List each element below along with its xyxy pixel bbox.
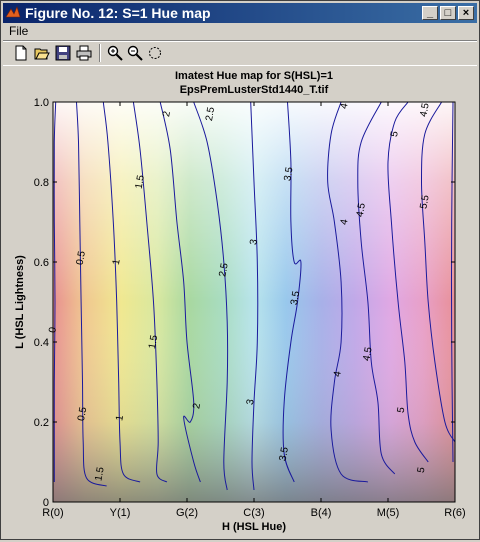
x-tick-label: M(5) [377,507,400,519]
contour-line [450,102,454,463]
contour-label: 3.5 [289,290,302,306]
print-icon[interactable] [76,45,92,61]
contour-label: 2.5 [217,262,230,278]
y-tick-label: 0.2 [34,417,49,429]
contour-line [76,102,107,487]
x-tick-label: R(6) [444,507,465,519]
contour-label: 1.5 [93,466,106,482]
contour-lines [53,102,455,491]
contour-label: 5.5 [418,194,431,210]
matlab-logo-icon [5,6,21,18]
open-folder-icon[interactable] [34,45,50,61]
contour-label: 4 [339,102,351,110]
contour-line [102,102,141,483]
x-tick-label: Y(1) [110,507,131,519]
contour-label: 3.5 [282,166,295,182]
new-file-icon[interactable] [13,45,29,61]
contour-line [250,102,259,491]
x-axis-label: H (HSL Hue) [222,521,286,533]
window-title: Figure No. 12: S=1 Hue map [25,5,211,21]
close-button[interactable]: × [458,6,474,20]
lightness-shading [53,102,455,502]
hue-map-chart: Imatest Hue map for S(HSL)=1 EpsPremLust… [14,70,466,533]
contour-line [132,102,168,483]
menu-file[interactable]: File [9,24,29,38]
y-axis: 0 0.2 0.4 0.6 0.8 1.0 [34,97,455,509]
contour-label: 3 [245,398,257,406]
chart-title-line2: EpsPremLusterStd1440_T.tif [180,84,329,96]
x-tick-label: B(4) [311,507,332,519]
toolbar [3,40,477,66]
y-tick-label: 0.8 [34,177,49,189]
contour-line [387,102,429,463]
rotate-icon[interactable] [147,45,163,61]
chart-title-line1: Imatest Hue map for S(HSL)=1 [175,70,333,82]
contour-line [159,102,201,483]
contour-line [420,102,455,443]
x-axis: R(0) Y(1) G(2) C(3) B(4) M(5) R(6) [42,102,466,519]
contour-label: 2 [191,402,203,410]
contour-label: 4 [339,218,351,226]
contour-label: 1 [111,258,123,266]
contour-label: 5 [389,130,401,138]
y-tick-label: 0.4 [34,337,49,349]
contour-label: 2 [161,110,173,118]
contour-line [327,102,369,483]
maximize-button[interactable]: □ [440,6,456,20]
contour-line [282,102,302,483]
y-tick-label: 0 [43,497,49,509]
plot-area: 00.50.5111.51.51.5222.52.5333.53.53.5444… [47,101,456,503]
contour-label: 4.5 [355,202,368,218]
contour-label: 4 [332,370,344,378]
toolbar-separator [99,44,101,62]
contour-label: 1.5 [147,334,160,350]
contour-line [53,102,57,483]
zoom-out-icon[interactable] [127,45,143,61]
y-axis-label: L (HSL Lightness) [14,255,26,349]
contour-label: 1.5 [134,174,147,190]
contour-label: 3 [248,238,260,246]
zoom-in-icon[interactable] [107,45,123,61]
figure-canvas: Imatest Hue map for S(HSL)=1 EpsPremLust… [3,65,477,537]
minimize-button[interactable]: _ [422,6,438,20]
title-bar[interactable]: Figure No. 12: S=1 Hue map _ □ × [3,3,477,23]
contour-label: 0.5 [75,250,88,266]
contour-label: 2.5 [204,106,217,122]
contour-labels: 00.50.5111.51.51.5222.52.5333.53.53.5444… [47,102,431,482]
contour-label: 1 [114,414,126,422]
x-tick-label: G(2) [176,507,198,519]
save-disk-icon[interactable] [55,45,71,61]
contour-line [357,102,396,475]
y-tick-label: 0.6 [34,257,49,269]
contour-label: 0.5 [76,406,89,422]
contour-label: 3.5 [278,446,291,462]
y-tick-label: 1.0 [34,97,49,109]
contour-label: 4.5 [361,346,374,362]
x-tick-label: R(0) [42,507,63,519]
menu-bar: File [3,23,477,39]
contour-line [193,102,229,491]
x-tick-label: C(3) [243,507,264,519]
contour-label: 4.5 [418,102,431,118]
contour-label: 5 [416,466,428,474]
contour-label: 5 [396,406,408,414]
